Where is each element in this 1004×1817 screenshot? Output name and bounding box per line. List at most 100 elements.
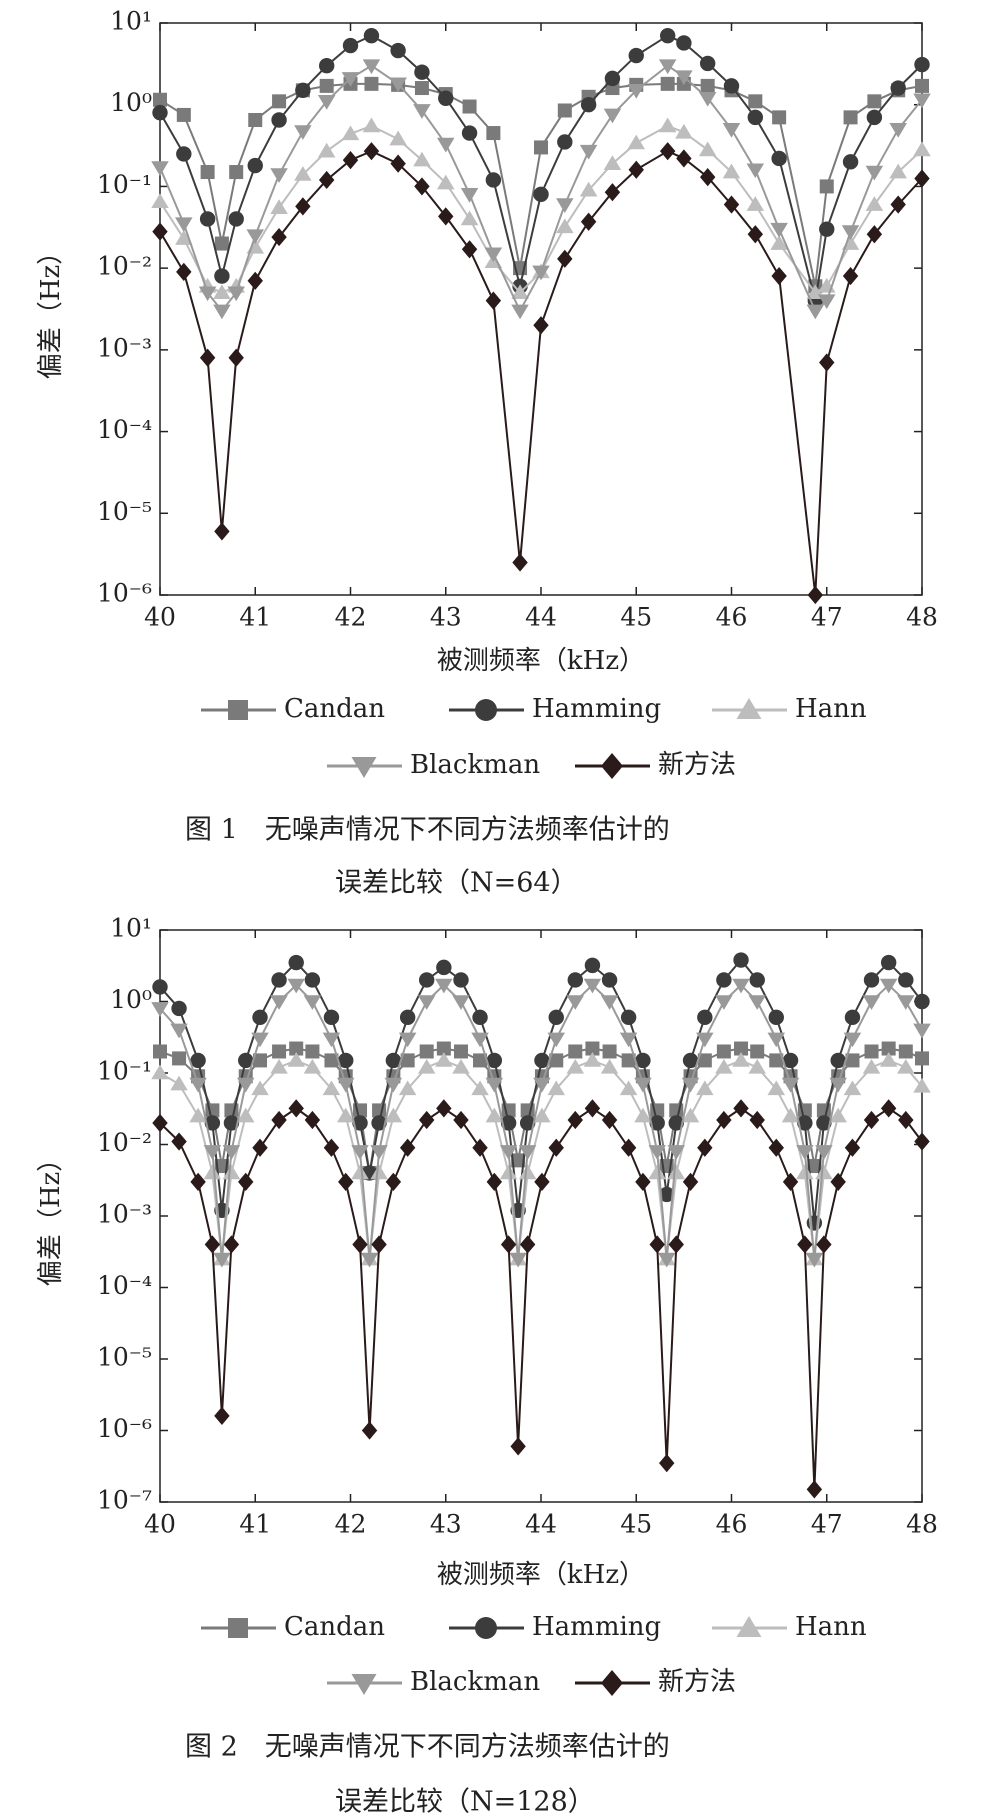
marker <box>338 1172 354 1191</box>
marker <box>845 1053 860 1068</box>
marker <box>270 1058 288 1074</box>
marker <box>236 1077 255 1093</box>
marker <box>295 82 311 99</box>
y-tick-label: 10¹ <box>110 914 152 943</box>
marker <box>222 1145 241 1160</box>
marker <box>453 972 469 988</box>
marker <box>580 212 597 231</box>
marker <box>171 1000 187 1017</box>
marker <box>385 1052 402 1069</box>
marker <box>462 99 477 114</box>
marker <box>238 1172 254 1191</box>
marker <box>189 1107 207 1123</box>
marker <box>620 1138 637 1157</box>
marker <box>172 1051 187 1066</box>
x-axis-label: 被测频率（kHz） <box>437 646 645 676</box>
marker <box>583 1052 602 1067</box>
marker <box>512 553 528 572</box>
marker <box>252 1009 268 1026</box>
legend-label: Blackman <box>410 1667 540 1697</box>
x-tick-label: 41 <box>239 1510 271 1539</box>
marker <box>732 1052 750 1067</box>
marker <box>363 27 380 44</box>
marker <box>336 1107 355 1123</box>
marker <box>567 1110 583 1130</box>
marker <box>399 1138 416 1157</box>
marker <box>153 92 167 107</box>
marker <box>556 198 574 213</box>
marker <box>251 1080 269 1096</box>
marker <box>698 141 717 157</box>
marker <box>484 247 503 263</box>
marker <box>438 90 454 106</box>
marker <box>390 154 406 173</box>
marker <box>723 78 740 94</box>
legend-marker <box>351 1674 377 1695</box>
marker <box>732 978 750 994</box>
y-tick-label: 10⁻¹ <box>97 1057 152 1086</box>
marker <box>222 1164 241 1180</box>
series-line <box>159 64 923 314</box>
y-tick-label: 10⁻⁵ <box>97 497 152 526</box>
marker <box>414 177 430 196</box>
marker <box>371 1115 387 1131</box>
legend-marker <box>475 699 497 721</box>
marker <box>889 163 907 179</box>
marker <box>557 103 572 118</box>
marker <box>843 1080 862 1096</box>
marker <box>534 140 548 155</box>
marker <box>682 1052 699 1069</box>
marker <box>648 1145 666 1160</box>
marker <box>199 348 216 367</box>
marker <box>460 188 479 203</box>
marker <box>385 1172 402 1191</box>
marker <box>621 1053 636 1068</box>
marker <box>437 137 455 153</box>
marker <box>485 1107 504 1123</box>
x-tick-label: 44 <box>525 1510 557 1539</box>
marker <box>770 222 788 238</box>
marker <box>317 95 336 110</box>
x-tick-label: 46 <box>716 603 748 632</box>
marker <box>461 125 478 141</box>
marker <box>437 174 455 190</box>
legend-marker <box>601 753 623 779</box>
marker <box>248 113 263 128</box>
marker <box>715 995 733 1010</box>
marker <box>238 1052 254 1069</box>
legend-label: Hann <box>795 1612 867 1642</box>
marker <box>668 1235 684 1254</box>
marker <box>681 1077 700 1093</box>
marker <box>460 210 479 226</box>
marker <box>675 70 693 86</box>
marker <box>722 163 741 179</box>
series-line <box>159 983 923 1260</box>
marker <box>305 1044 320 1059</box>
x-tick-label: 44 <box>525 603 557 632</box>
marker <box>815 1145 833 1160</box>
marker <box>304 1110 321 1130</box>
marker <box>287 1052 305 1067</box>
marker <box>797 1235 813 1254</box>
marker <box>318 170 335 190</box>
marker <box>152 979 168 995</box>
marker <box>270 199 288 214</box>
marker <box>698 91 717 107</box>
marker <box>716 1110 732 1130</box>
marker <box>696 1032 714 1048</box>
marker <box>213 1252 231 1268</box>
marker <box>723 195 740 214</box>
x-tick-label: 43 <box>430 603 462 632</box>
caption: 图 2 无噪声情况下不同方法频率估计的 <box>185 1732 670 1763</box>
marker <box>271 112 287 128</box>
marker <box>898 972 914 988</box>
marker <box>668 1115 684 1131</box>
marker <box>749 972 765 988</box>
marker <box>548 1009 564 1026</box>
marker <box>602 1044 617 1059</box>
marker <box>700 78 715 93</box>
marker <box>658 59 677 75</box>
marker <box>518 1164 537 1180</box>
marker <box>414 64 430 80</box>
marker <box>579 144 598 160</box>
